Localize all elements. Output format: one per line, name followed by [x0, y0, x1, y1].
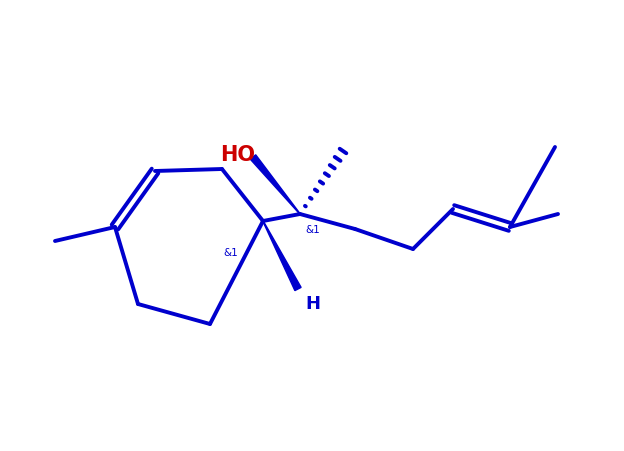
Polygon shape	[250, 156, 300, 215]
Text: &1: &1	[223, 248, 238, 258]
Polygon shape	[263, 221, 301, 291]
Text: &1: &1	[305, 225, 319, 235]
Text: H: H	[305, 295, 320, 312]
Text: HO: HO	[220, 145, 255, 165]
